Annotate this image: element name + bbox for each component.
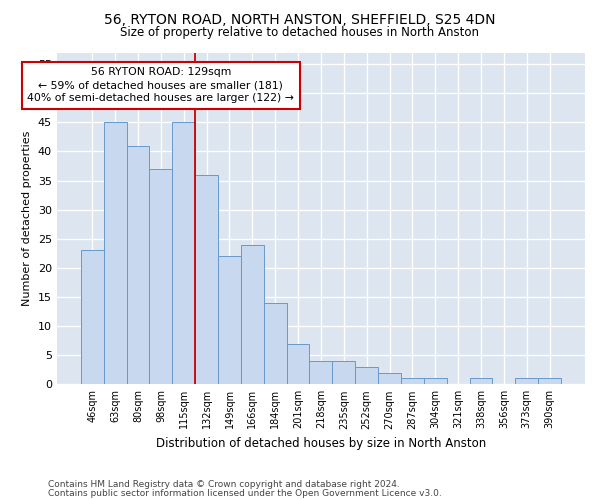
Bar	[104, 122, 127, 384]
Bar	[515, 378, 538, 384]
Bar	[378, 372, 401, 384]
Text: Contains public sector information licensed under the Open Government Licence v3: Contains public sector information licen…	[48, 489, 442, 498]
Text: Contains HM Land Registry data © Crown copyright and database right 2024.: Contains HM Land Registry data © Crown c…	[48, 480, 400, 489]
Bar	[538, 378, 561, 384]
Bar	[310, 361, 332, 384]
Bar	[264, 303, 287, 384]
X-axis label: Distribution of detached houses by size in North Anston: Distribution of detached houses by size …	[156, 437, 486, 450]
Bar	[401, 378, 424, 384]
Bar	[470, 378, 493, 384]
Bar	[127, 146, 149, 384]
Bar	[195, 174, 218, 384]
Bar	[424, 378, 446, 384]
Bar	[241, 244, 264, 384]
Bar	[81, 250, 104, 384]
Text: Size of property relative to detached houses in North Anston: Size of property relative to detached ho…	[121, 26, 479, 39]
Bar	[287, 344, 310, 384]
Bar	[355, 367, 378, 384]
Bar	[172, 122, 195, 384]
Y-axis label: Number of detached properties: Number of detached properties	[22, 130, 32, 306]
Text: 56, RYTON ROAD, NORTH ANSTON, SHEFFIELD, S25 4DN: 56, RYTON ROAD, NORTH ANSTON, SHEFFIELD,…	[104, 12, 496, 26]
Bar	[149, 169, 172, 384]
Text: 56 RYTON ROAD: 129sqm
← 59% of detached houses are smaller (181)
40% of semi-det: 56 RYTON ROAD: 129sqm ← 59% of detached …	[28, 67, 295, 104]
Bar	[218, 256, 241, 384]
Bar	[332, 361, 355, 384]
